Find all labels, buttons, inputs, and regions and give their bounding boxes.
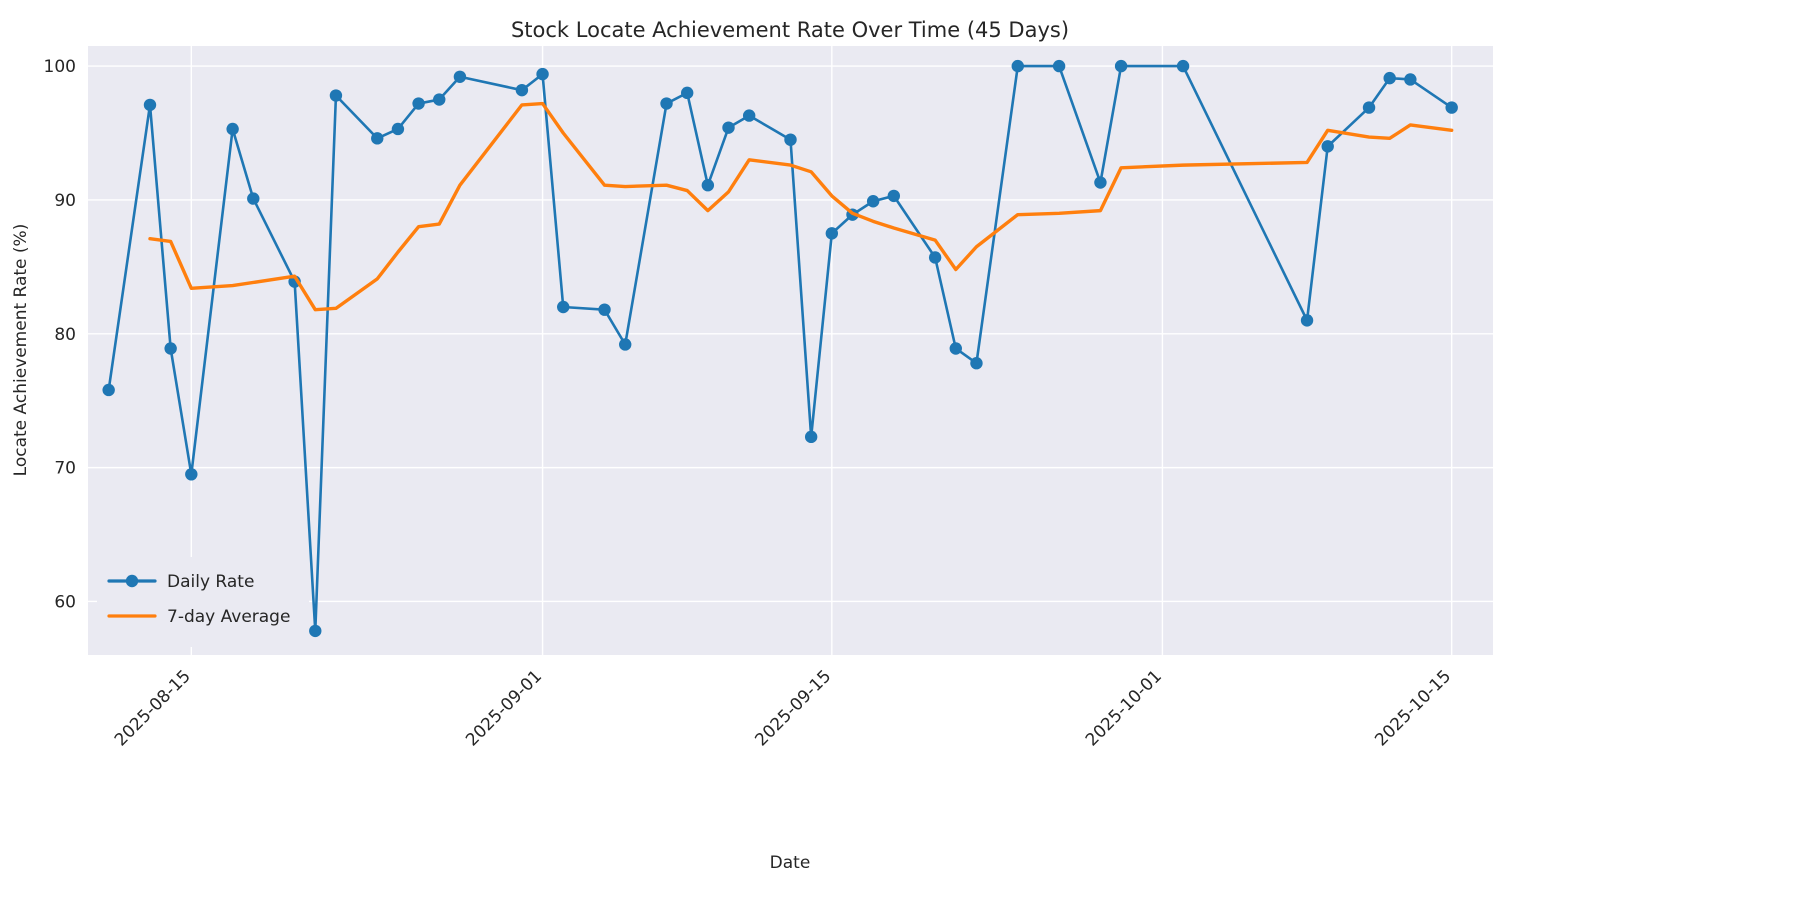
data-point-marker	[185, 468, 198, 481]
data-point-marker	[536, 67, 549, 81]
y-tick-label: 60	[54, 592, 76, 612]
data-point-marker	[680, 86, 694, 100]
y-tick-label: 70	[54, 459, 76, 479]
data-point-marker	[371, 132, 384, 145]
data-point-marker	[722, 121, 735, 134]
y-axis-tick-labels: 60 70 80 90 100	[44, 57, 76, 612]
data-series-layer	[102, 59, 1458, 638]
data-point-marker	[515, 83, 529, 97]
data-point-marker	[453, 70, 467, 83]
y-axis-label: Locate Achievement Rate (%)	[11, 224, 31, 477]
x-axis-label: Date	[770, 853, 811, 873]
chart-legend[interactable]: Daily Rate 7-day Average	[97, 557, 309, 647]
data-point-marker	[1114, 59, 1128, 73]
data-point-marker	[742, 109, 756, 122]
data-point-marker	[598, 303, 611, 316]
data-point-marker	[970, 357, 983, 370]
data-point-marker	[391, 122, 405, 136]
series-line	[107, 64, 1453, 633]
y-tick-label: 90	[54, 191, 76, 211]
chart-title: Stock Locate Achievement Rate Over Time …	[511, 18, 1069, 42]
data-point-marker	[1011, 59, 1024, 73]
legend-background	[97, 557, 309, 647]
y-tick-label: 80	[54, 325, 76, 345]
data-point-marker	[1300, 314, 1314, 327]
data-point-marker	[557, 300, 570, 314]
data-point-marker	[143, 98, 157, 112]
data-point-marker	[1404, 73, 1417, 86]
legend-item-1[interactable]: Daily Rate	[107, 572, 254, 592]
data-point-marker	[329, 89, 343, 102]
legend-item-label: Daily Rate	[167, 572, 254, 592]
data-point-marker	[164, 342, 177, 355]
data-point-marker	[226, 122, 239, 136]
data-point-marker	[1321, 140, 1334, 153]
y-tick-label: 100	[44, 57, 76, 77]
data-point-marker	[1052, 59, 1066, 73]
data-point-marker	[660, 97, 673, 110]
data-point-marker	[102, 383, 115, 397]
series-line	[148, 101, 1454, 312]
data-point-marker	[701, 179, 715, 192]
data-point-marker	[1362, 101, 1376, 114]
data-point-marker	[1445, 101, 1458, 114]
data-point-marker	[247, 192, 260, 205]
data-point-marker	[619, 338, 632, 351]
data-point-marker	[1094, 176, 1107, 189]
legend-swatch-marker	[125, 574, 139, 588]
data-point-marker	[784, 133, 797, 146]
legend-item-label: 7-day Average	[167, 607, 290, 627]
data-point-marker	[433, 93, 446, 106]
data-point-marker	[804, 430, 818, 444]
data-point-marker	[825, 227, 839, 240]
data-point-marker	[1176, 59, 1190, 73]
data-point-marker	[412, 97, 425, 110]
data-point-marker	[866, 195, 880, 208]
data-point-marker	[949, 342, 962, 355]
series-2	[148, 101, 1454, 312]
data-point-marker	[309, 624, 322, 638]
grid-lines	[88, 46, 1493, 655]
data-point-marker	[1383, 71, 1396, 85]
series-1	[102, 59, 1458, 638]
data-point-marker	[887, 189, 901, 203]
data-point-marker	[928, 251, 942, 264]
legend-item-2[interactable]: 7-day Average	[107, 607, 290, 627]
